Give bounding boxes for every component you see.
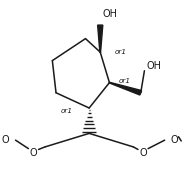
Text: O: O [29,148,37,158]
Text: O: O [140,148,147,158]
Text: OH: OH [103,9,118,19]
Text: or1: or1 [115,49,127,55]
Polygon shape [109,82,142,95]
Text: O: O [2,135,9,145]
Text: OH: OH [146,61,161,71]
Polygon shape [98,25,103,52]
Text: O: O [171,135,179,145]
Text: or1: or1 [61,108,73,114]
Text: or1: or1 [119,78,131,84]
